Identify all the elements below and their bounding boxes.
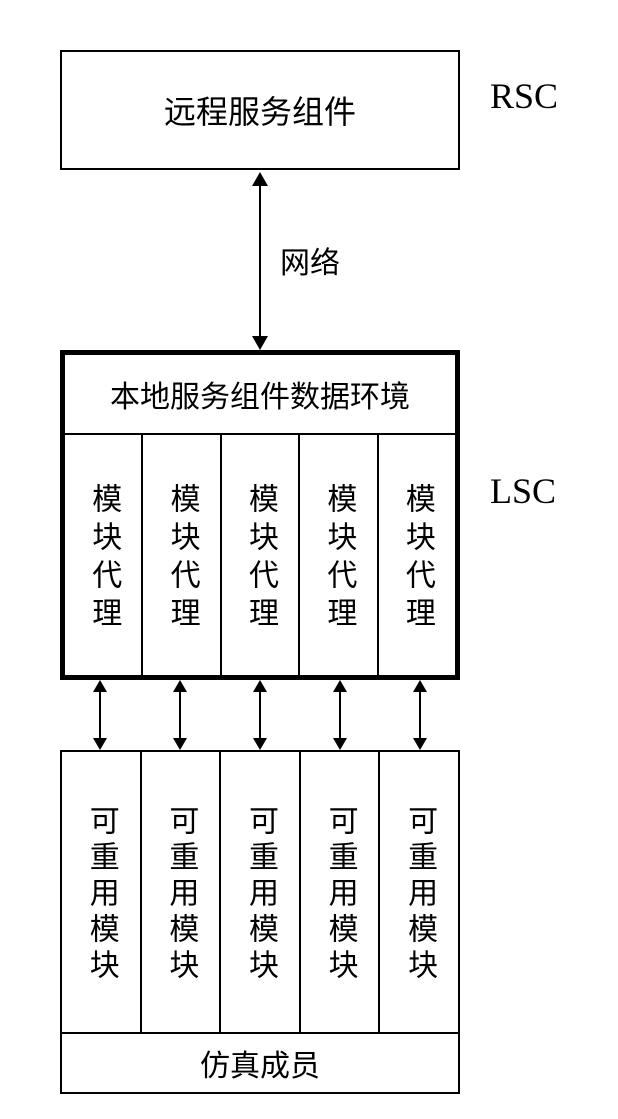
lsc-col: 模块代理: [143, 435, 221, 675]
link-arrow: [170, 680, 190, 750]
member-col: 可重用模块: [301, 752, 381, 1032]
link-arrow: [250, 680, 270, 750]
link-arrow: [90, 680, 110, 750]
link-arrow: [410, 680, 430, 750]
member-col: 可重用模块: [142, 752, 222, 1032]
lsc-col: 模块代理: [300, 435, 378, 675]
lsc-col: 模块代理: [65, 435, 143, 675]
lsc-columns: 模块代理 模块代理 模块代理 模块代理 模块代理: [65, 435, 455, 675]
lsc-box: 本地服务组件数据环境 模块代理 模块代理 模块代理 模块代理 模块代理: [60, 350, 460, 680]
member-col: 可重用模块: [221, 752, 301, 1032]
rsc-title: 远程服务组件: [164, 87, 356, 133]
lsc-header: 本地服务组件数据环境: [65, 355, 455, 435]
member-col: 可重用模块: [62, 752, 142, 1032]
member-footer: 仿真成员: [62, 1032, 458, 1092]
lsc-col: 模块代理: [379, 435, 455, 675]
rsc-box: 远程服务组件: [60, 50, 460, 170]
network-arrow: [248, 172, 272, 350]
member-box: 可重用模块 可重用模块 可重用模块 可重用模块 可重用模块 仿真成员: [60, 750, 460, 1094]
link-arrow: [330, 680, 350, 750]
lsc-col: 模块代理: [222, 435, 300, 675]
member-col: 可重用模块: [380, 752, 458, 1032]
network-label: 网络: [280, 238, 340, 282]
lsc-side-label: LSC: [490, 470, 556, 512]
rsc-side-label: RSC: [490, 75, 558, 117]
member-columns: 可重用模块 可重用模块 可重用模块 可重用模块 可重用模块: [62, 752, 458, 1032]
